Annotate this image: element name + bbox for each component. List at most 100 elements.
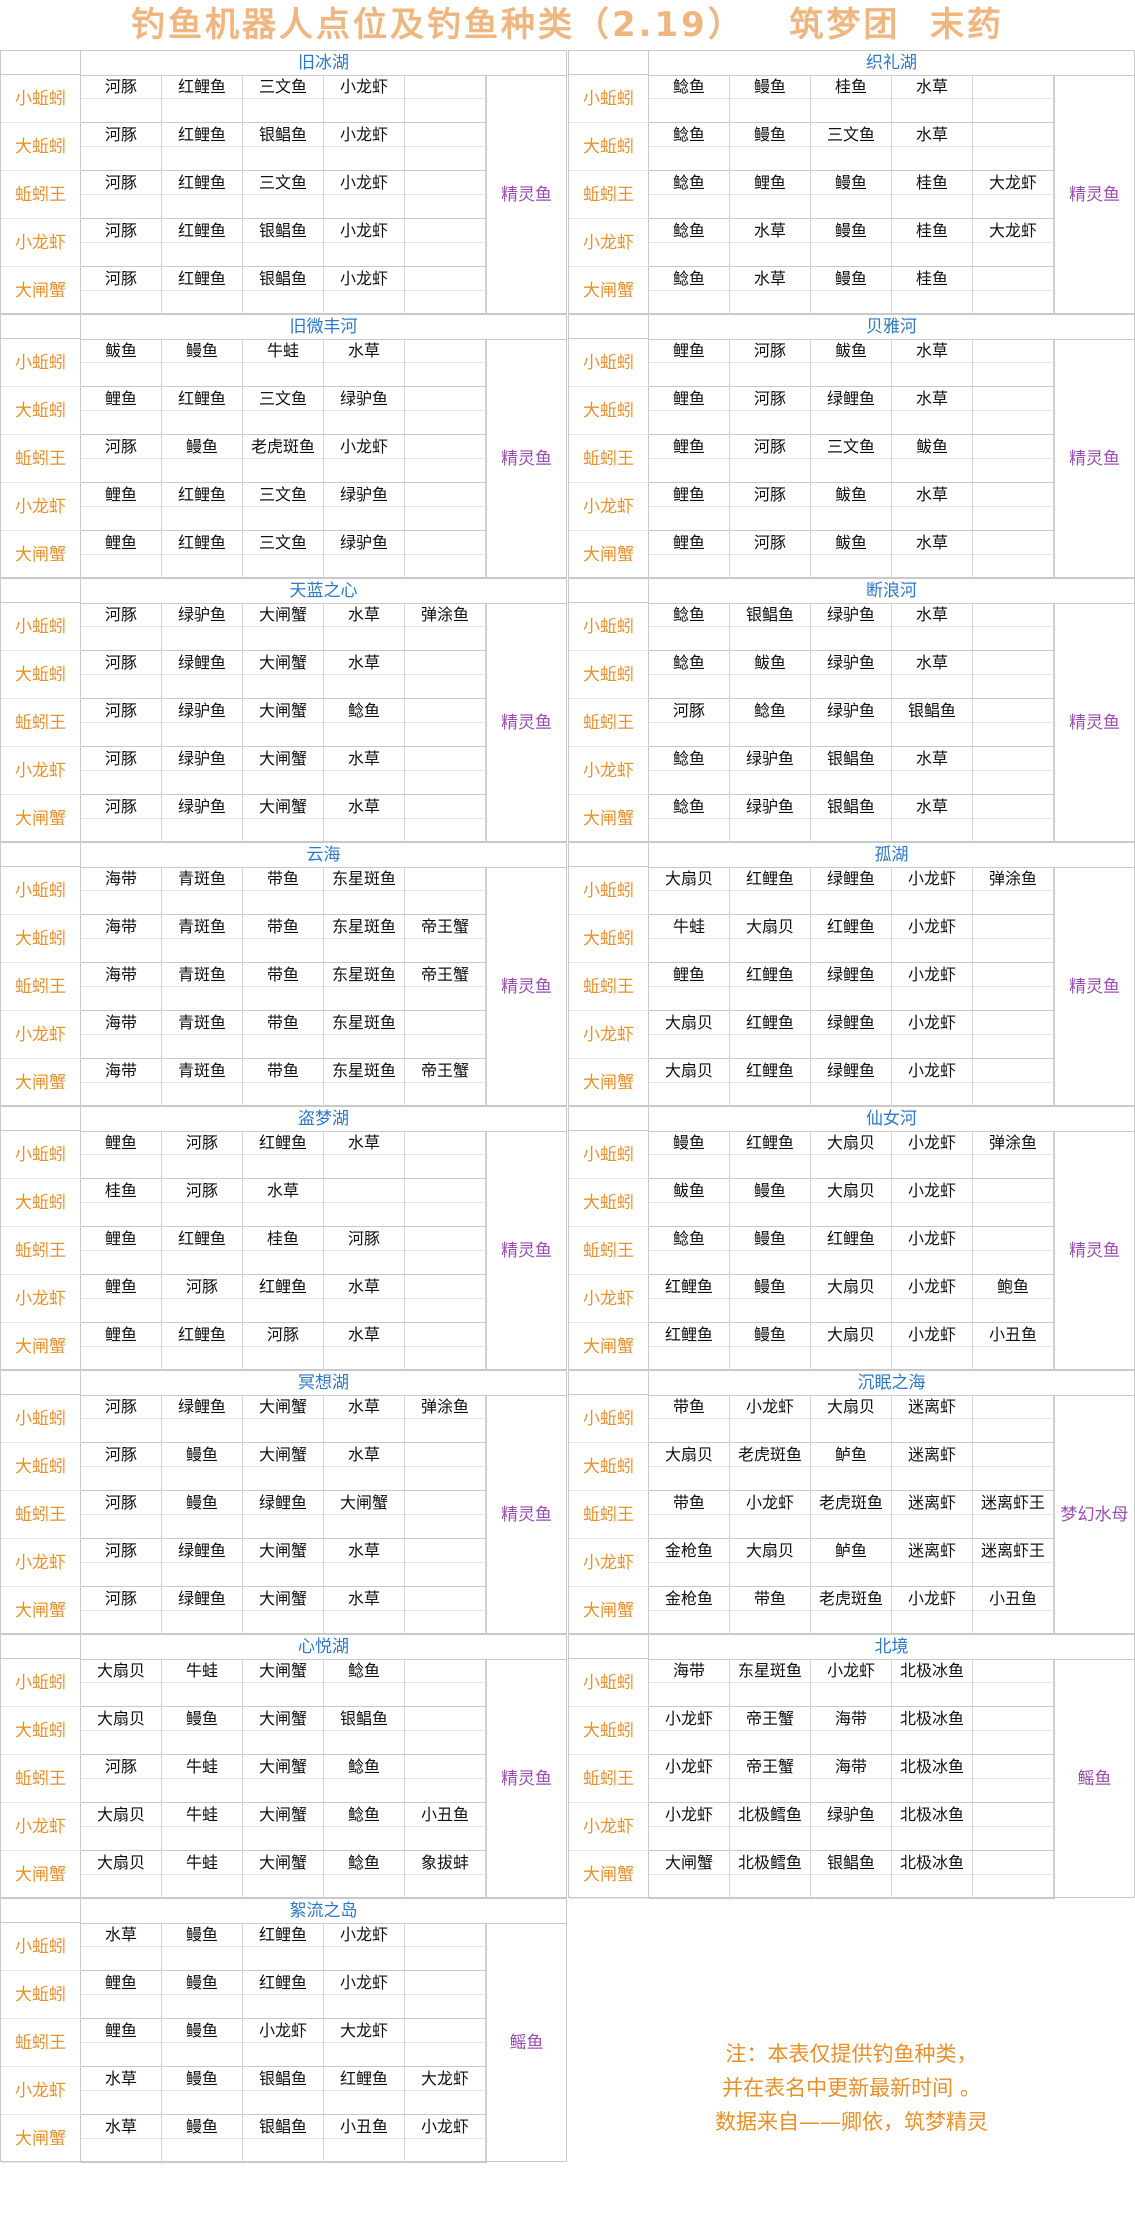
special-catch: 精灵鱼 [1054, 603, 1134, 843]
empty-subcell [811, 1299, 892, 1323]
fish-cell: 河豚 [162, 1179, 243, 1203]
empty-subcell [649, 147, 730, 171]
empty-subcell [162, 1035, 243, 1059]
fish-cell: 绿驴鱼 [324, 483, 405, 507]
fish-cell [405, 1923, 486, 1947]
empty-subcell [973, 1683, 1054, 1707]
empty-subcell [81, 555, 162, 579]
empty-subcell [811, 1731, 892, 1755]
fish-cell: 河豚 [730, 531, 811, 555]
empty-subcell [649, 1875, 730, 1899]
bait-label: 小龙虾 [569, 747, 649, 795]
empty-subcell [811, 363, 892, 387]
empty-subcell [81, 2043, 162, 2067]
empty-subcell [243, 1995, 324, 2019]
fish-cell: 小丑鱼 [973, 1323, 1054, 1347]
fish-cell: 金枪鱼 [649, 1539, 730, 1563]
location-name: 织礼湖 [649, 51, 1134, 76]
empty-subcell [649, 819, 730, 843]
empty-subcell [892, 627, 973, 651]
fish-cell: 小龙虾 [892, 1059, 973, 1083]
fish-cell: 鲶鱼 [649, 603, 730, 627]
empty-subcell [324, 291, 405, 315]
fish-cell [973, 747, 1054, 771]
fish-cell: 鳗鱼 [162, 2067, 243, 2091]
fish-cell: 大扇贝 [811, 1131, 892, 1155]
empty-subcell [649, 1419, 730, 1443]
empty-subcell [730, 1611, 811, 1635]
fish-cell: 三文鱼 [243, 75, 324, 99]
fish-cell: 红鲤鱼 [162, 171, 243, 195]
empty-subcell [243, 243, 324, 267]
empty-subcell [405, 363, 486, 387]
empty-subcell [811, 507, 892, 531]
fish-cell: 红鲤鱼 [243, 1971, 324, 1995]
empty-subcell [324, 1947, 405, 1971]
fish-cell [973, 915, 1054, 939]
empty-subcell [324, 1347, 405, 1371]
empty-subcell [81, 1611, 162, 1635]
fish-cell: 绿驴鱼 [324, 531, 405, 555]
fish-cell: 大扇贝 [730, 915, 811, 939]
empty-subcell [811, 1779, 892, 1803]
empty-subcell [730, 1035, 811, 1059]
fish-cell: 河豚 [81, 603, 162, 627]
empty-subcell [243, 1875, 324, 1899]
fish-cell: 大闸蟹 [243, 1395, 324, 1419]
fish-cell: 鲤鱼 [81, 483, 162, 507]
fish-cell: 鲶鱼 [324, 1803, 405, 1827]
bait-label: 大闸蟹 [1, 267, 81, 315]
empty-subcell [81, 363, 162, 387]
empty-subcell [162, 1083, 243, 1107]
fish-cell: 大闸蟹 [243, 651, 324, 675]
empty-subcell [162, 243, 243, 267]
empty-subcell [892, 1347, 973, 1371]
fish-cell [405, 123, 486, 147]
empty-subcell [162, 819, 243, 843]
fish-cell: 河豚 [730, 387, 811, 411]
empty-subcell [81, 195, 162, 219]
empty-subcell [973, 363, 1054, 387]
empty-subcell [324, 459, 405, 483]
empty-subcell [243, 291, 324, 315]
fish-cell: 水草 [892, 651, 973, 675]
empty-subcell [730, 675, 811, 699]
empty-subcell [811, 195, 892, 219]
fish-cell [405, 795, 486, 819]
fish-cell: 海带 [81, 1011, 162, 1035]
empty-subcell [162, 1731, 243, 1755]
fish-cell: 鲤鱼 [649, 963, 730, 987]
fish-cell: 小龙虾 [892, 1011, 973, 1035]
empty-subcell [892, 1515, 973, 1539]
empty-subcell [730, 723, 811, 747]
empty-subcell [730, 627, 811, 651]
fish-cell: 鲅鱼 [811, 531, 892, 555]
fish-cell: 小龙虾 [243, 2019, 324, 2043]
location-panel: 贝雅河 小蚯蚓 鲤鱼 河豚 鲅鱼 水草 大蚯蚓 鲤鱼 河豚 绿鲤鱼 水草 蚯蚓王 鲤鱼 河豚 三文鱼 鲅鱼 小龙… [568, 314, 1135, 579]
fish-cell: 帝王蟹 [730, 1707, 811, 1731]
empty-subcell [324, 1035, 405, 1059]
fish-cell: 河豚 [324, 1227, 405, 1251]
bait-label: 小蚯蚓 [569, 1131, 649, 1179]
empty-subcell [973, 507, 1054, 531]
fish-cell: 鲈鱼 [811, 1539, 892, 1563]
fish-cell: 鲶鱼 [649, 219, 730, 243]
empty-subcell [405, 555, 486, 579]
empty-subcell [649, 1779, 730, 1803]
fish-cell: 鳗鱼 [162, 1971, 243, 1995]
empty-subcell [649, 1251, 730, 1275]
empty-subcell [324, 819, 405, 843]
bait-label: 小蚯蚓 [1, 1923, 81, 1971]
empty-subcell [892, 291, 973, 315]
empty-subcell [892, 411, 973, 435]
empty-subcell [811, 939, 892, 963]
empty-subcell [892, 939, 973, 963]
empty-subcell [811, 1347, 892, 1371]
fish-cell [973, 123, 1054, 147]
fish-cell: 帝王蟹 [730, 1755, 811, 1779]
fish-cell: 绿驴鱼 [811, 1803, 892, 1827]
empty-subcell [405, 1995, 486, 2019]
empty-subcell [730, 99, 811, 123]
empty-subcell [811, 771, 892, 795]
empty-subcell [892, 1299, 973, 1323]
